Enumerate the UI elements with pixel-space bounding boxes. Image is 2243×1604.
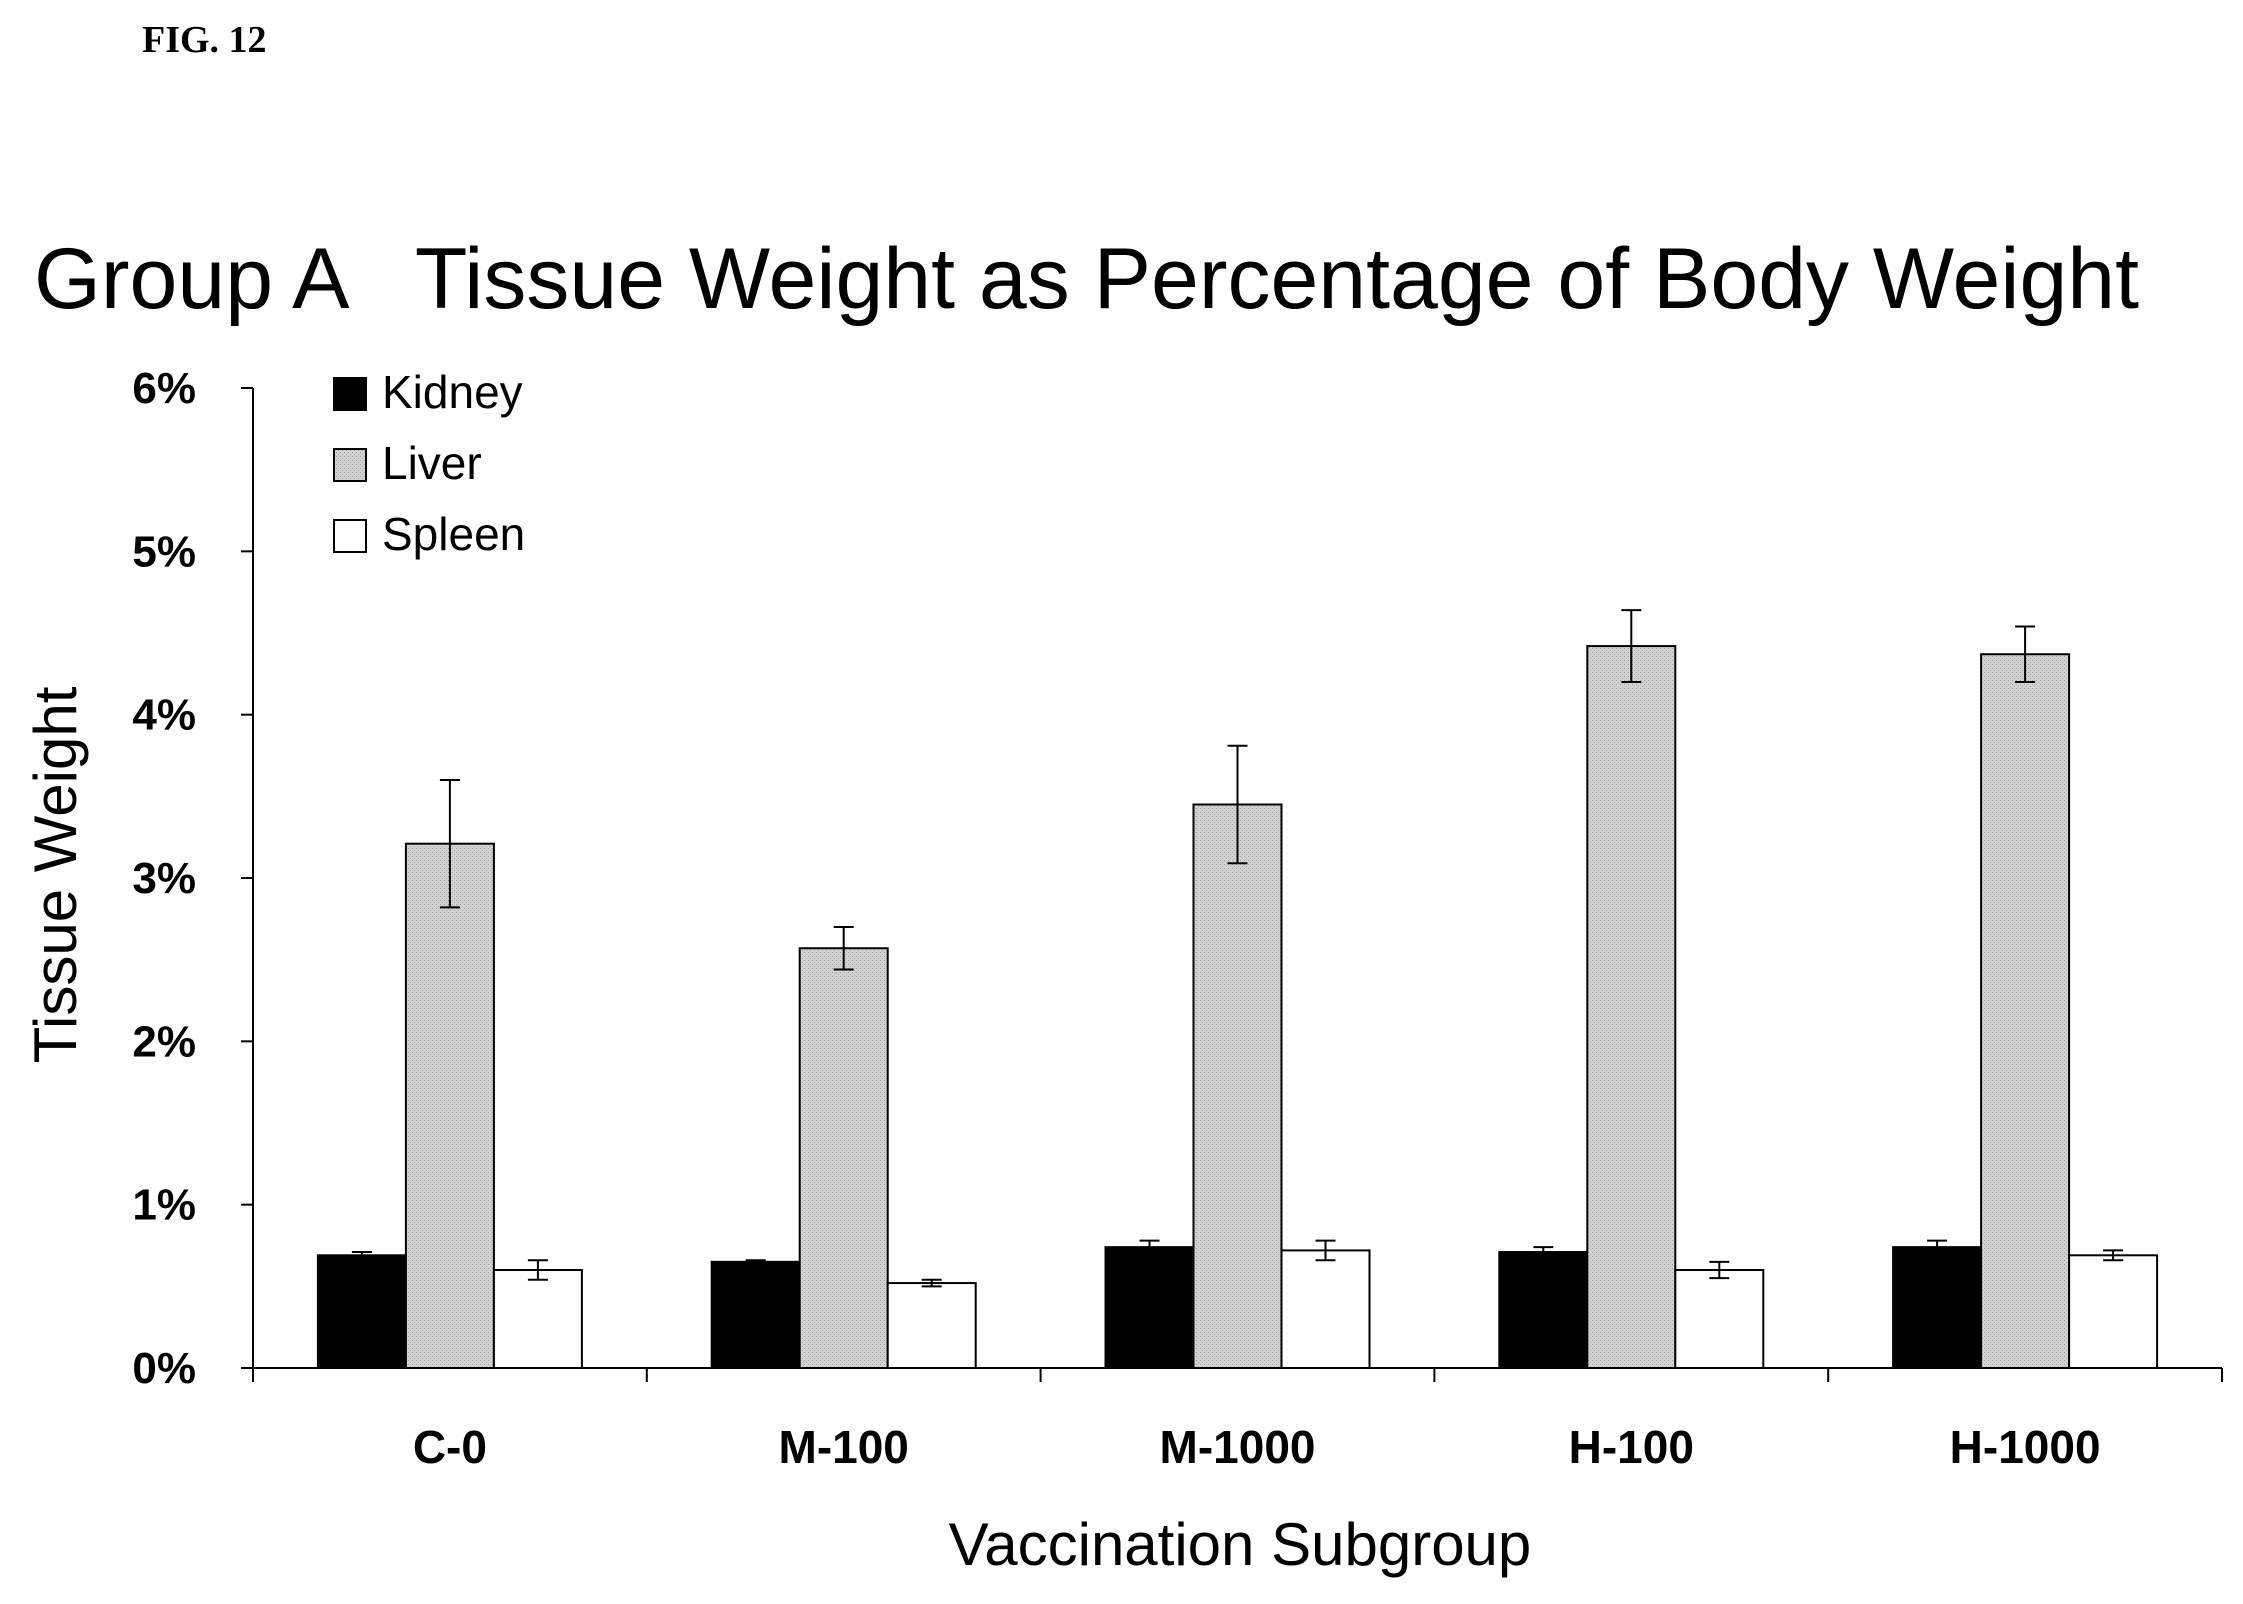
bar-spleen [886,1282,977,1369]
x-tick-label: H-100 [1569,1421,1694,1473]
bar-liver [1980,653,2071,1369]
bar-kidney [710,1260,801,1370]
bar-kidney [1498,1251,1589,1369]
y-tick-label: 1% [132,1181,196,1230]
bar-spleen [2068,1254,2159,1370]
chart-title: Group A Tissue Weight as Percentage of B… [34,231,2139,327]
bar-liver [1192,803,1283,1369]
bar-liver [798,947,889,1369]
legend-label-spleen: Spleen [382,508,525,560]
legend-label-kidney: Kidney [382,366,523,418]
x-tick-label: M-100 [779,1421,909,1473]
y-tick-label: 3% [132,854,196,903]
bars [316,609,2159,1370]
y-tick-label: 5% [132,527,196,576]
legend-swatch-spleen [333,519,367,553]
x-tick-label: C-0 [413,1421,487,1473]
x-tick-label: M-1000 [1160,1421,1316,1473]
bar-spleen [1674,1269,1765,1369]
y-axis-label: Tissue Weight [22,686,89,1063]
bar-kidney [316,1254,407,1370]
x-tick-label: H-1000 [1950,1421,2101,1473]
bar-kidney [1892,1246,1983,1369]
legend-swatch-liver [333,448,367,482]
y-tick-label: 4% [132,691,196,740]
bar-kidney [1104,1246,1195,1369]
y-tick-label: 6% [132,364,196,413]
y-tick-label: 2% [132,1017,196,1066]
bar-spleen [1280,1249,1371,1370]
bar-liver [1586,645,1677,1369]
legend-label-liver: Liver [382,437,482,489]
figure-label: FIG. 12 [142,19,267,61]
legend: Kidney Liver Spleen [333,366,525,560]
bar-spleen [492,1269,583,1369]
y-tick-label: 0% [132,1344,196,1393]
x-axis-label: Vaccination Subgroup [949,1511,1532,1578]
bar-liver [404,842,495,1369]
legend-swatch-kidney [333,377,367,411]
